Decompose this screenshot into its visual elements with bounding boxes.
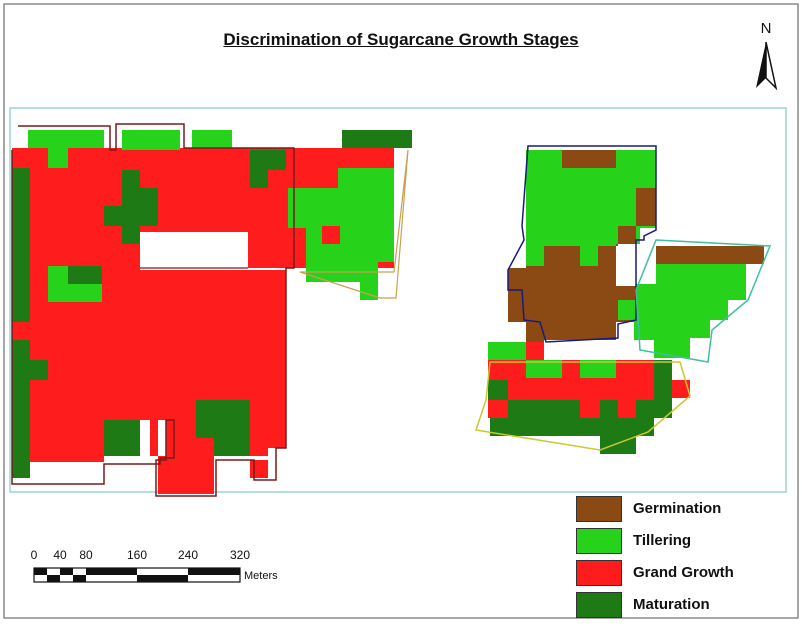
legend-swatch-maturation [576,592,622,618]
field-r-boundary-3 [475,361,691,451]
field-maturation-blob-3 [104,420,140,456]
field-maturation-blob-4 [196,400,250,456]
field-block-left [11,123,412,497]
scale-bar-graphic [33,567,241,583]
field-boundary-right [299,149,409,299]
field-tillering-right [288,168,394,300]
field-boundary-outline [11,123,295,497]
field-r-tillering-5 [580,360,616,378]
field-maturation-mid [68,266,102,284]
field-maturation-left [12,168,30,322]
legend-swatch-grand-growth [576,560,622,586]
field-maturation-blob-2 [250,150,286,188]
field-grand-growth-in-tillering [322,226,340,244]
field-maturation-blob-1 [104,170,158,244]
field-r-germination-right [656,246,764,264]
legend-item-germination: Germination [576,496,776,522]
field-maturation-left-2 [12,340,48,478]
field-r-germination-top [562,150,616,168]
legend-label-germination: Germination [633,500,722,517]
scale-tick-0: 0 [30,548,38,562]
field-tillering-3 [192,130,232,148]
north-arrow-icon [756,41,778,91]
field-block-right [475,145,772,454]
legend-item-tillering: Tillering [576,528,776,554]
field-r-tillering-2 [618,264,746,358]
legend-item-maturation: Maturation [576,592,776,618]
scale-tick-240: 240 [177,548,199,562]
north-arrow: N [748,20,784,90]
legend-label-maturation: Maturation [633,596,710,613]
field-r-maturation-1 [490,360,672,454]
field-r-boundary-1 [507,145,657,343]
legend-swatch-tillering [576,528,622,554]
field-tillering-1b [48,148,68,168]
field-maturation-top [342,130,412,148]
field-gap-1 [158,420,166,456]
scale-tick-80: 80 [79,548,93,562]
field-gap-2 [250,456,268,460]
field-r-maturation-2 [488,380,508,400]
map-title: Discrimination of Sugarcane Growth Stage… [223,30,579,49]
north-label: N [760,20,772,37]
field-tillering-2 [122,130,180,150]
scale-tick-40: 40 [53,548,67,562]
scale-tick-160: 160 [126,548,148,562]
field-r-tillering-4 [526,360,562,378]
field-r-boundary-2 [635,239,772,363]
legend-label-tillering: Tillering [633,532,692,549]
legend-item-grand-growth: Grand Growth [576,560,776,586]
scale-tick-320: 320 [229,548,251,562]
scale-unit: Meters [244,570,278,582]
field-r-germination-main [508,266,636,360]
field-r-tillering-3 [488,342,526,360]
field-tillering-1 [28,130,104,148]
legend-label-grand-growth: Grand Growth [633,564,734,581]
scale-bar: 0 40 80 160 240 320 Meters [30,548,320,588]
map-frame [9,107,787,493]
legend-swatch-germination [576,496,622,522]
outer-frame [3,3,799,619]
